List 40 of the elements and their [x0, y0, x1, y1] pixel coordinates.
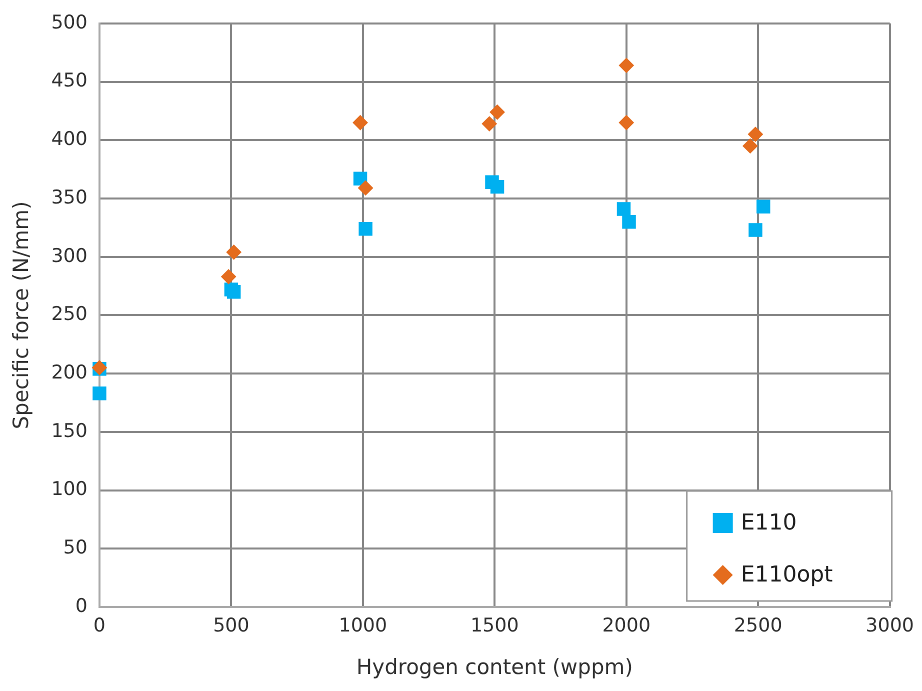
y-tick-label: 50	[63, 536, 88, 559]
point	[226, 284, 241, 299]
x-tick-label: 1000	[338, 614, 388, 636]
y-tick-label: 350	[51, 186, 88, 208]
point	[226, 244, 242, 260]
y-tick-label: 500	[51, 11, 88, 34]
x-tick-label: 3000	[866, 614, 914, 636]
x-tick-label: 2000	[602, 614, 651, 636]
point	[618, 58, 634, 73]
point	[490, 104, 505, 120]
point	[618, 115, 634, 130]
x-axis-title: Hydrogen content (wppm)	[356, 654, 633, 679]
point	[490, 180, 504, 194]
x-tick-label: 500	[213, 614, 250, 636]
y-tick-label: 200	[51, 361, 88, 384]
y-tick-label: 300	[51, 244, 88, 267]
point	[748, 126, 763, 142]
point	[358, 180, 374, 196]
legend-label: E110opt	[740, 562, 834, 588]
point	[622, 214, 636, 229]
y-tick-label: 450	[51, 70, 88, 92]
point	[616, 202, 631, 216]
x-tick-label: 2500	[734, 614, 782, 636]
point	[221, 269, 236, 284]
y-tick-label: 100	[51, 478, 88, 500]
y-axis-title: Specific force (N/mm)	[9, 201, 34, 430]
point	[748, 223, 762, 237]
point	[482, 116, 497, 132]
x-tick-label: 0	[93, 614, 106, 636]
point	[92, 386, 106, 400]
y-tick-label: 400	[51, 128, 88, 150]
point	[742, 138, 758, 154]
y-tick-label: 0	[75, 594, 88, 617]
point	[358, 222, 372, 236]
x-tick-label: 1500	[470, 614, 519, 636]
legend-label: E110	[740, 510, 797, 536]
point	[756, 200, 770, 214]
y-tick-label: 250	[51, 303, 88, 326]
y-tick-label: 150	[51, 420, 88, 442]
point	[352, 115, 368, 130]
